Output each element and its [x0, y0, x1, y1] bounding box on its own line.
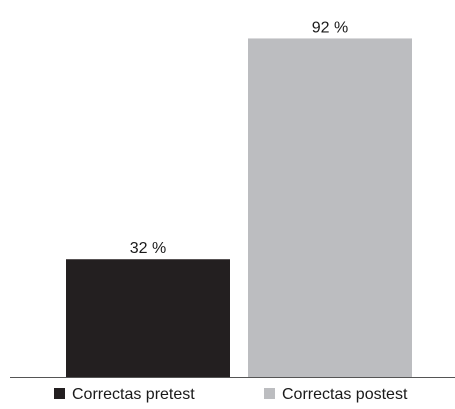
bar-pretest — [66, 259, 230, 377]
bar-postest — [248, 38, 412, 377]
legend: Correctas pretest Correctas postest — [54, 386, 408, 403]
legend-swatch-postest — [264, 388, 275, 399]
legend-label-postest: Correctas postest — [282, 386, 408, 403]
data-label-pretest: 32 % — [130, 240, 166, 257]
legend-label-pretest: Correctas pretest — [72, 386, 195, 403]
legend-swatch-pretest — [54, 388, 65, 399]
bars-group — [66, 38, 412, 377]
data-label-postest: 92 % — [312, 19, 348, 36]
data-labels-group: 32 % 92 % — [130, 19, 348, 257]
